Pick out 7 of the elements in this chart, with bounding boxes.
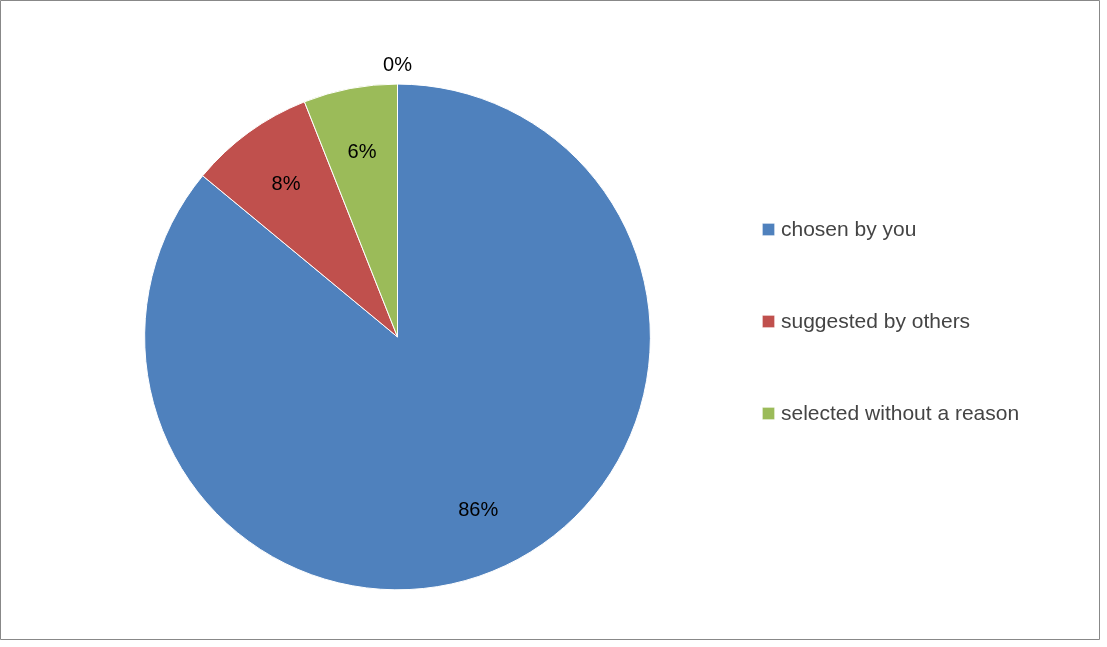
data-label: 86%	[458, 497, 499, 520]
data-label: 8%	[271, 172, 301, 195]
data-label: 6%	[347, 139, 377, 162]
legend-label: suggested by others	[781, 309, 972, 333]
legend-label: selected without a reason	[781, 401, 1021, 425]
text: 0%	[383, 52, 412, 75]
legend-label: chosen by you	[781, 217, 918, 241]
